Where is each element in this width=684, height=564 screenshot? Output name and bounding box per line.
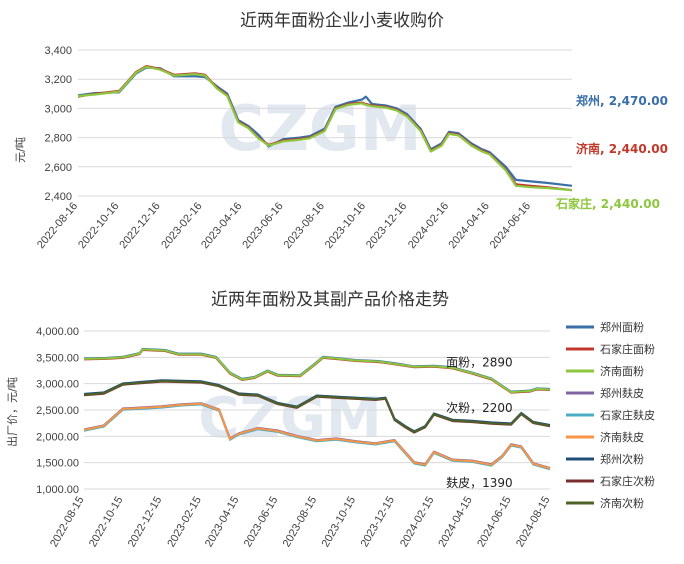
chart-flour-byproduct-price: 近两年面粉及其副产品价格走势 出厂价，元/吨 CZGM 1,000.001,50… xyxy=(5,290,655,549)
chart2-y-tick: 1,000.00 xyxy=(36,484,79,496)
chart1-x-tick: 2023-08-16 xyxy=(282,200,327,251)
chart1-y-tick: 2,400 xyxy=(44,191,72,203)
chart2-legend-label: 石家庄次粉 xyxy=(600,474,655,488)
chart1-x-tick: 2022-10-16 xyxy=(76,200,121,251)
chart2-legend-label: 济南次粉 xyxy=(600,496,644,510)
chart1-x-tick: 2023-06-16 xyxy=(240,200,285,251)
chart2-legend-label: 石家庄面粉 xyxy=(600,342,655,356)
chart2-x-tick: 2023-04-15 xyxy=(203,495,242,550)
chart2-legend-label: 郑州面粉 xyxy=(600,320,644,334)
chart1-x-tick: 2022-08-16 xyxy=(35,200,80,251)
chart2-y-tick: 3,000.00 xyxy=(36,379,79,391)
chart1-x-tick: 2024-04-16 xyxy=(446,200,491,251)
chart-wheat-purchase-price: 近两年面粉企业小麦收购价 元/吨 CZGM 2,4002,6002,8003,0… xyxy=(14,11,668,251)
chart1-end-label: 郑州, 2,470.00 xyxy=(576,93,668,108)
chart2-ylabel: 出厂价，元/吨 xyxy=(5,377,19,447)
chart2-y-tick: 3,500.00 xyxy=(36,352,79,364)
chart2-legend-label: 济南麸皮 xyxy=(600,430,644,444)
chart1-x-tick: 2022-12-16 xyxy=(117,200,162,251)
chart2-annotation: 麸皮，1390 xyxy=(446,476,513,490)
chart2-y-tick: 2,000.00 xyxy=(36,431,79,443)
chart2-x-tick: 2024-02-15 xyxy=(398,495,437,550)
chart2-legend-label: 石家庄麸皮 xyxy=(600,408,655,422)
chart1-y-tick: 2,600 xyxy=(44,162,72,174)
chart1-title: 近两年面粉企业小麦收购价 xyxy=(240,11,444,31)
chart2-x-tick: 2022-08-15 xyxy=(48,495,87,550)
chart1-y-tick: 3,400 xyxy=(44,45,72,57)
chart2-x-tick: 2024-04-15 xyxy=(436,494,475,549)
chart2-annotation: 次粉，2200 xyxy=(446,401,513,415)
chart1-y-tick: 3,200 xyxy=(44,74,72,86)
chart1-x-tick: 2024-06-16 xyxy=(488,200,533,251)
chart2-legend-label: 济南面粉 xyxy=(600,364,644,378)
chart1-ylabel: 元/吨 xyxy=(14,137,27,163)
chart2-x-tick: 2023-08-15 xyxy=(281,495,320,550)
chart2-series-line-8 xyxy=(83,380,551,434)
chart2-y-tick: 1,500.00 xyxy=(36,458,79,470)
chart1-series-line-2 xyxy=(77,65,573,192)
chart2-x-tick: 2023-10-15 xyxy=(320,495,359,550)
chart1-end-label: 石家庄, 2,440.00 xyxy=(555,196,660,211)
chart2-series-line-5 xyxy=(83,402,551,470)
chart2-y-tick: 4,000.00 xyxy=(36,326,79,338)
chart1-y-tick: 3,000 xyxy=(44,103,72,115)
chart2-annotation: 面粉，2890 xyxy=(446,355,513,369)
chart2-title: 近两年面粉及其副产品价格走势 xyxy=(211,290,449,310)
chart2-legend-label: 郑州次粉 xyxy=(600,452,644,466)
chart2-legend-label: 郑州麸皮 xyxy=(600,386,644,400)
chart1-series-line-0 xyxy=(77,66,573,187)
chart2-x-tick: 2022-10-15 xyxy=(87,495,126,550)
chart2-x-tick: 2023-12-15 xyxy=(359,495,398,550)
chart1-end-label: 济南, 2,440.00 xyxy=(576,141,668,156)
chart2-x-tick: 2023-02-15 xyxy=(165,495,204,550)
chart2-x-tick: 2024-06-15 xyxy=(475,494,514,549)
chart2-x-tick: 2024-08-15 xyxy=(514,495,553,550)
chart1-x-tick: 2023-10-16 xyxy=(323,200,368,251)
chart2-x-tick: 2023-06-15 xyxy=(242,495,281,550)
chart2-x-tick: 2022-12-15 xyxy=(126,495,165,550)
chart1-x-tick: 2023-04-16 xyxy=(199,200,244,251)
chart1-x-tick: 2024-02-16 xyxy=(406,200,451,251)
chart1-x-tick: 2023-12-16 xyxy=(364,200,409,251)
chart2-series-line-2 xyxy=(83,348,551,394)
chart1-y-tick: 2,800 xyxy=(44,133,72,145)
chart2-y-tick: 2,500.00 xyxy=(36,405,79,417)
